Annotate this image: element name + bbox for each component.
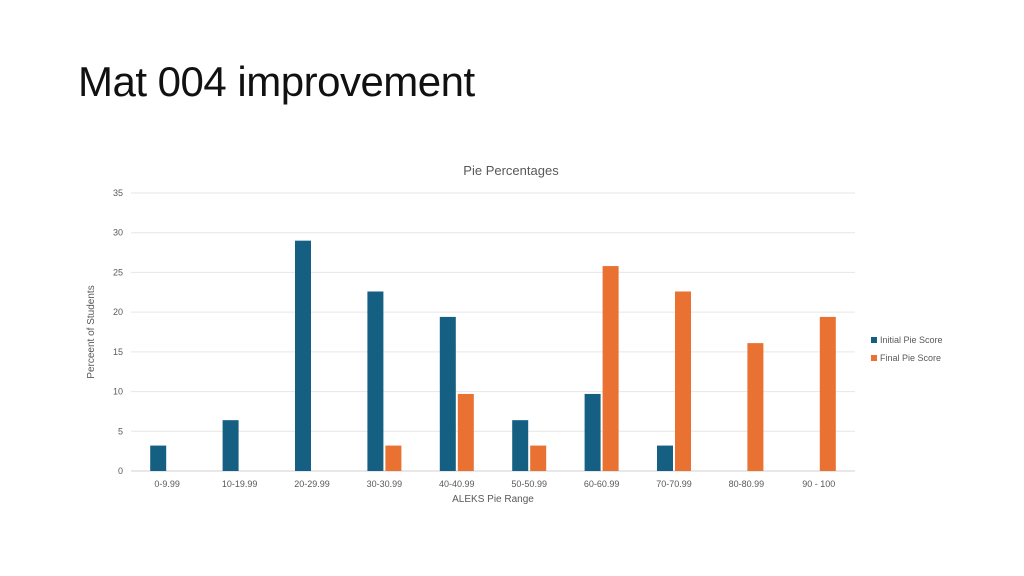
y-tick-label: 35 xyxy=(113,188,123,198)
legend-swatch xyxy=(871,355,877,361)
bar-initial-1 xyxy=(222,420,239,471)
gridlines xyxy=(131,192,855,472)
legend-swatch xyxy=(871,337,877,343)
x-tick-label: 70-70.99 xyxy=(656,479,692,489)
bar-final-4 xyxy=(457,393,474,471)
bars xyxy=(150,240,836,471)
bar-initial-4 xyxy=(439,316,456,471)
legend: Initial Pie Score Final Pie Score xyxy=(871,335,943,363)
bar-initial-3 xyxy=(367,291,384,471)
slide-title: Mat 004 improvement xyxy=(78,58,475,105)
x-tick-label: 90 - 100 xyxy=(802,479,835,489)
x-tick-label: 20-29.99 xyxy=(294,479,330,489)
bar-initial-6 xyxy=(584,393,601,471)
y-tick-label: 15 xyxy=(113,347,123,357)
y-tick-label: 25 xyxy=(113,267,123,277)
y-tick-label: 10 xyxy=(113,387,123,397)
bar-final-9 xyxy=(819,316,836,471)
bar-final-3 xyxy=(385,445,402,471)
bar-initial-7 xyxy=(657,445,673,471)
bar-final-8 xyxy=(747,343,764,471)
bar-final-6 xyxy=(602,266,619,471)
y-tick-label: 5 xyxy=(118,426,123,436)
bar-initial-5 xyxy=(512,420,529,471)
x-axis-ticks: 0-9.99 10-19.99 20-29.99 30-30.99 40-40.99 50… xyxy=(154,479,835,489)
x-tick-label: 50-50.99 xyxy=(511,479,547,489)
legend-label: Initial Pie Score xyxy=(880,335,943,345)
x-axis-label: ALEKS Pie Range xyxy=(452,494,534,505)
bar-final-5 xyxy=(530,445,547,471)
y-tick-label: 30 xyxy=(113,228,123,238)
x-tick-label: 80-80.99 xyxy=(729,479,765,489)
y-axis-label: Perceent of Students xyxy=(86,285,97,378)
x-tick-label: 40-40.99 xyxy=(439,479,475,489)
x-tick-label: 10-19.99 xyxy=(222,479,258,489)
bar-initial-0 xyxy=(150,445,167,471)
x-tick-label: 30-30.99 xyxy=(367,479,403,489)
bar-initial-2 xyxy=(295,240,311,471)
x-tick-label: 0-9.99 xyxy=(154,479,180,489)
chart-title: Pie Percentages xyxy=(463,163,559,178)
y-axis-ticks: 0 5 10 15 20 25 30 35 xyxy=(113,188,123,476)
y-tick-label: 20 xyxy=(113,307,123,317)
x-tick-label: 60-60.99 xyxy=(584,479,620,489)
legend-label: Final Pie Score xyxy=(880,353,941,363)
bar-final-7 xyxy=(675,291,691,471)
y-tick-label: 0 xyxy=(118,466,123,476)
